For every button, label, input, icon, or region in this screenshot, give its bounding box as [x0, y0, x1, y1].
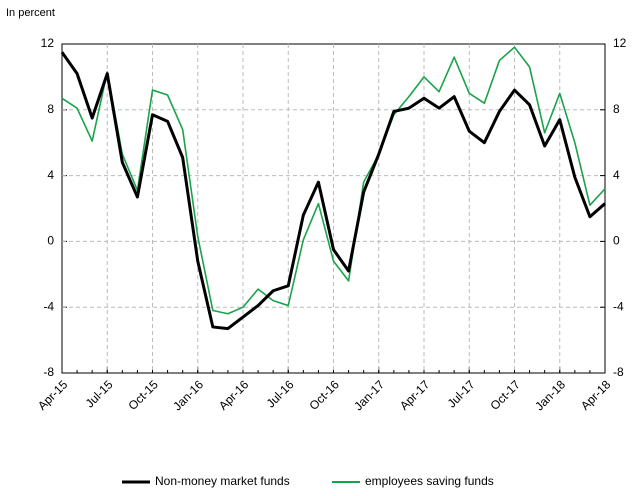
x-tick-label: Apr-15 [35, 377, 71, 413]
x-tick-label: Oct-16 [306, 377, 342, 413]
x-tick-label: Oct-15 [125, 377, 161, 413]
y-tick-label: 12 [41, 36, 55, 50]
y-tick-label: 4 [47, 168, 54, 182]
x-tick-label: Apr-18 [578, 377, 614, 413]
series-line [61, 46, 606, 315]
x-tick-label: Jan-16 [170, 377, 206, 413]
legend-label: Non-money market funds [155, 474, 290, 488]
series-line [60, 51, 606, 331]
x-tick-label: Jul-16 [264, 377, 297, 410]
y2-tick-label: -4 [613, 299, 624, 313]
y-tick-label: -8 [43, 365, 54, 379]
y-tick-label: 0 [47, 234, 54, 248]
x-tick-label: Jan-18 [532, 377, 568, 413]
y2-tick-label: -8 [613, 365, 624, 379]
y2-tick-label: 4 [613, 168, 620, 182]
x-tick-label: Jul-15 [83, 377, 116, 410]
x-tick-label: Apr-16 [216, 377, 252, 413]
x-tick-label: Jul-17 [445, 377, 478, 410]
y2-tick-label: 0 [613, 234, 620, 248]
y2-tick-label: 12 [613, 36, 627, 50]
x-tick-label: Jan-17 [351, 377, 387, 413]
x-tick-label: Oct-17 [487, 377, 523, 413]
y-tick-label: 8 [47, 102, 54, 116]
legend-label: employees saving funds [365, 474, 494, 488]
y-tick-label: -4 [43, 299, 54, 313]
x-tick-label: Apr-17 [397, 377, 433, 413]
chart-subtitle: In percent [6, 7, 55, 19]
y2-tick-label: 8 [613, 102, 620, 116]
